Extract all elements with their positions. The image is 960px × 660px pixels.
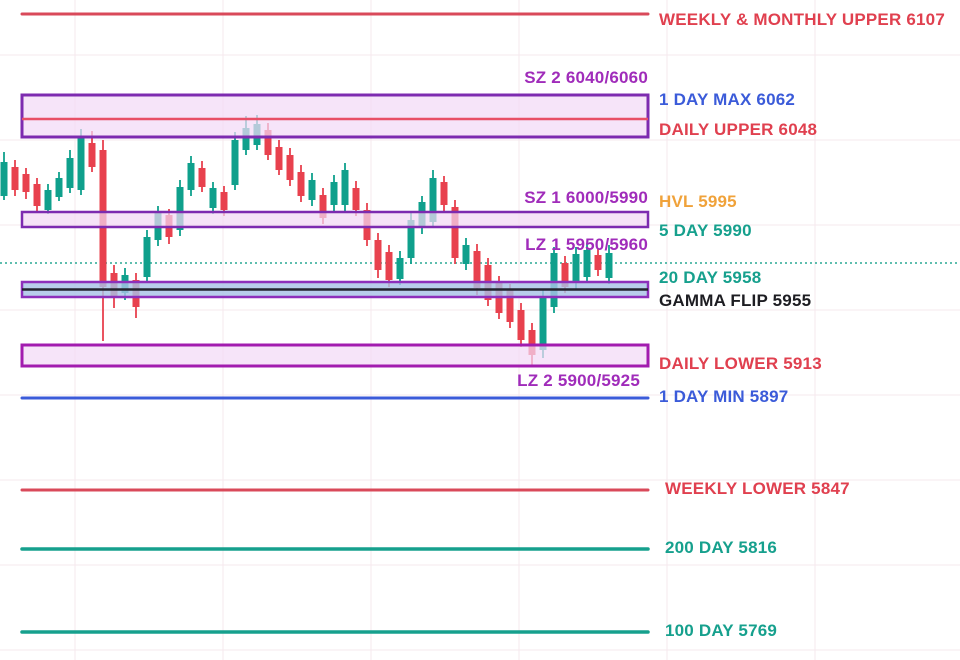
candle-body <box>528 330 536 355</box>
candle-body <box>561 263 569 287</box>
candle-body <box>407 220 415 258</box>
supply-zone-1-band <box>20 210 650 229</box>
candle-body <box>55 178 63 197</box>
supply-zone-2-rect <box>20 93 650 139</box>
one-day-min-label: 1 DAY MIN 5897 <box>659 387 789 406</box>
candle-body <box>264 130 272 155</box>
candle-body <box>341 170 349 205</box>
sz2-zone-label: SZ 2 6040/6060 <box>524 68 648 87</box>
candle-body <box>572 254 580 283</box>
candle-body <box>77 138 85 190</box>
daily-upper-label: DAILY UPPER 6048 <box>659 120 818 139</box>
candle-body <box>11 167 19 190</box>
lz1-zone-label: LZ 1 5950/5960 <box>525 235 648 254</box>
candle-body <box>66 158 74 188</box>
candle-body <box>143 237 151 277</box>
lz2-zone-label: LZ 2 5900/5925 <box>517 371 640 390</box>
five-day-label: 5 DAY 5990 <box>659 221 752 240</box>
candle-body <box>231 140 239 185</box>
liquidity-zone-2-band <box>20 343 650 368</box>
candle-body <box>319 195 327 218</box>
supply-zone-1-rect <box>20 210 650 229</box>
gamma-flip-label: GAMMA FLIP 5955 <box>659 291 812 310</box>
candle-body <box>385 252 393 280</box>
candle-body <box>440 182 448 205</box>
one-day-max-label: 1 DAY MAX 6062 <box>659 90 796 109</box>
candle-body <box>88 143 96 167</box>
candle-body <box>539 297 547 350</box>
liquidity-zone-1-band <box>20 280 650 299</box>
candle-body <box>22 174 30 192</box>
candle-body <box>605 253 613 278</box>
hvl-label: HVL 5995 <box>659 192 737 211</box>
candle-body <box>330 182 338 205</box>
candle-body <box>187 163 195 190</box>
candle-body <box>297 172 305 196</box>
candle-body <box>242 128 250 150</box>
candle-body <box>44 190 52 210</box>
candle-body <box>352 188 360 210</box>
candle-body <box>209 188 217 208</box>
two-hundred-day-label: 200 DAY 5816 <box>665 538 778 557</box>
candle-body <box>462 245 470 264</box>
candle-body <box>451 207 459 258</box>
candle-body <box>33 184 41 206</box>
candle-body <box>198 168 206 187</box>
twenty-day-label: 20 DAY 5958 <box>659 268 762 287</box>
candle-body <box>275 147 283 170</box>
candle-body <box>396 258 404 279</box>
candle-body <box>517 310 525 340</box>
candle-body <box>550 253 558 307</box>
supply-zone-2-band <box>20 93 650 139</box>
candle-body <box>429 178 437 222</box>
candle-body <box>308 180 316 200</box>
candle-body <box>594 255 602 270</box>
candle-body <box>583 250 591 277</box>
candle-body <box>473 251 481 288</box>
sz1-zone-label: SZ 1 6000/5990 <box>524 188 648 207</box>
candlestick-series <box>0 115 613 367</box>
candle-body <box>374 240 382 270</box>
weekly-lower-label: WEEKLY LOWER 5847 <box>665 479 850 498</box>
candle-body <box>0 162 8 196</box>
liquidity-zone-2-rect <box>20 343 650 368</box>
candle-body <box>220 192 228 210</box>
candle-body <box>506 290 514 322</box>
one-hundred-day-label: 100 DAY 5769 <box>665 621 778 640</box>
candle-body <box>286 155 294 180</box>
daily-lower-label: DAILY LOWER 5913 <box>659 354 822 373</box>
weekly-monthly-upper-label: WEEKLY & MONTHLY UPPER 6107 <box>659 10 945 29</box>
candle-body <box>176 187 184 230</box>
